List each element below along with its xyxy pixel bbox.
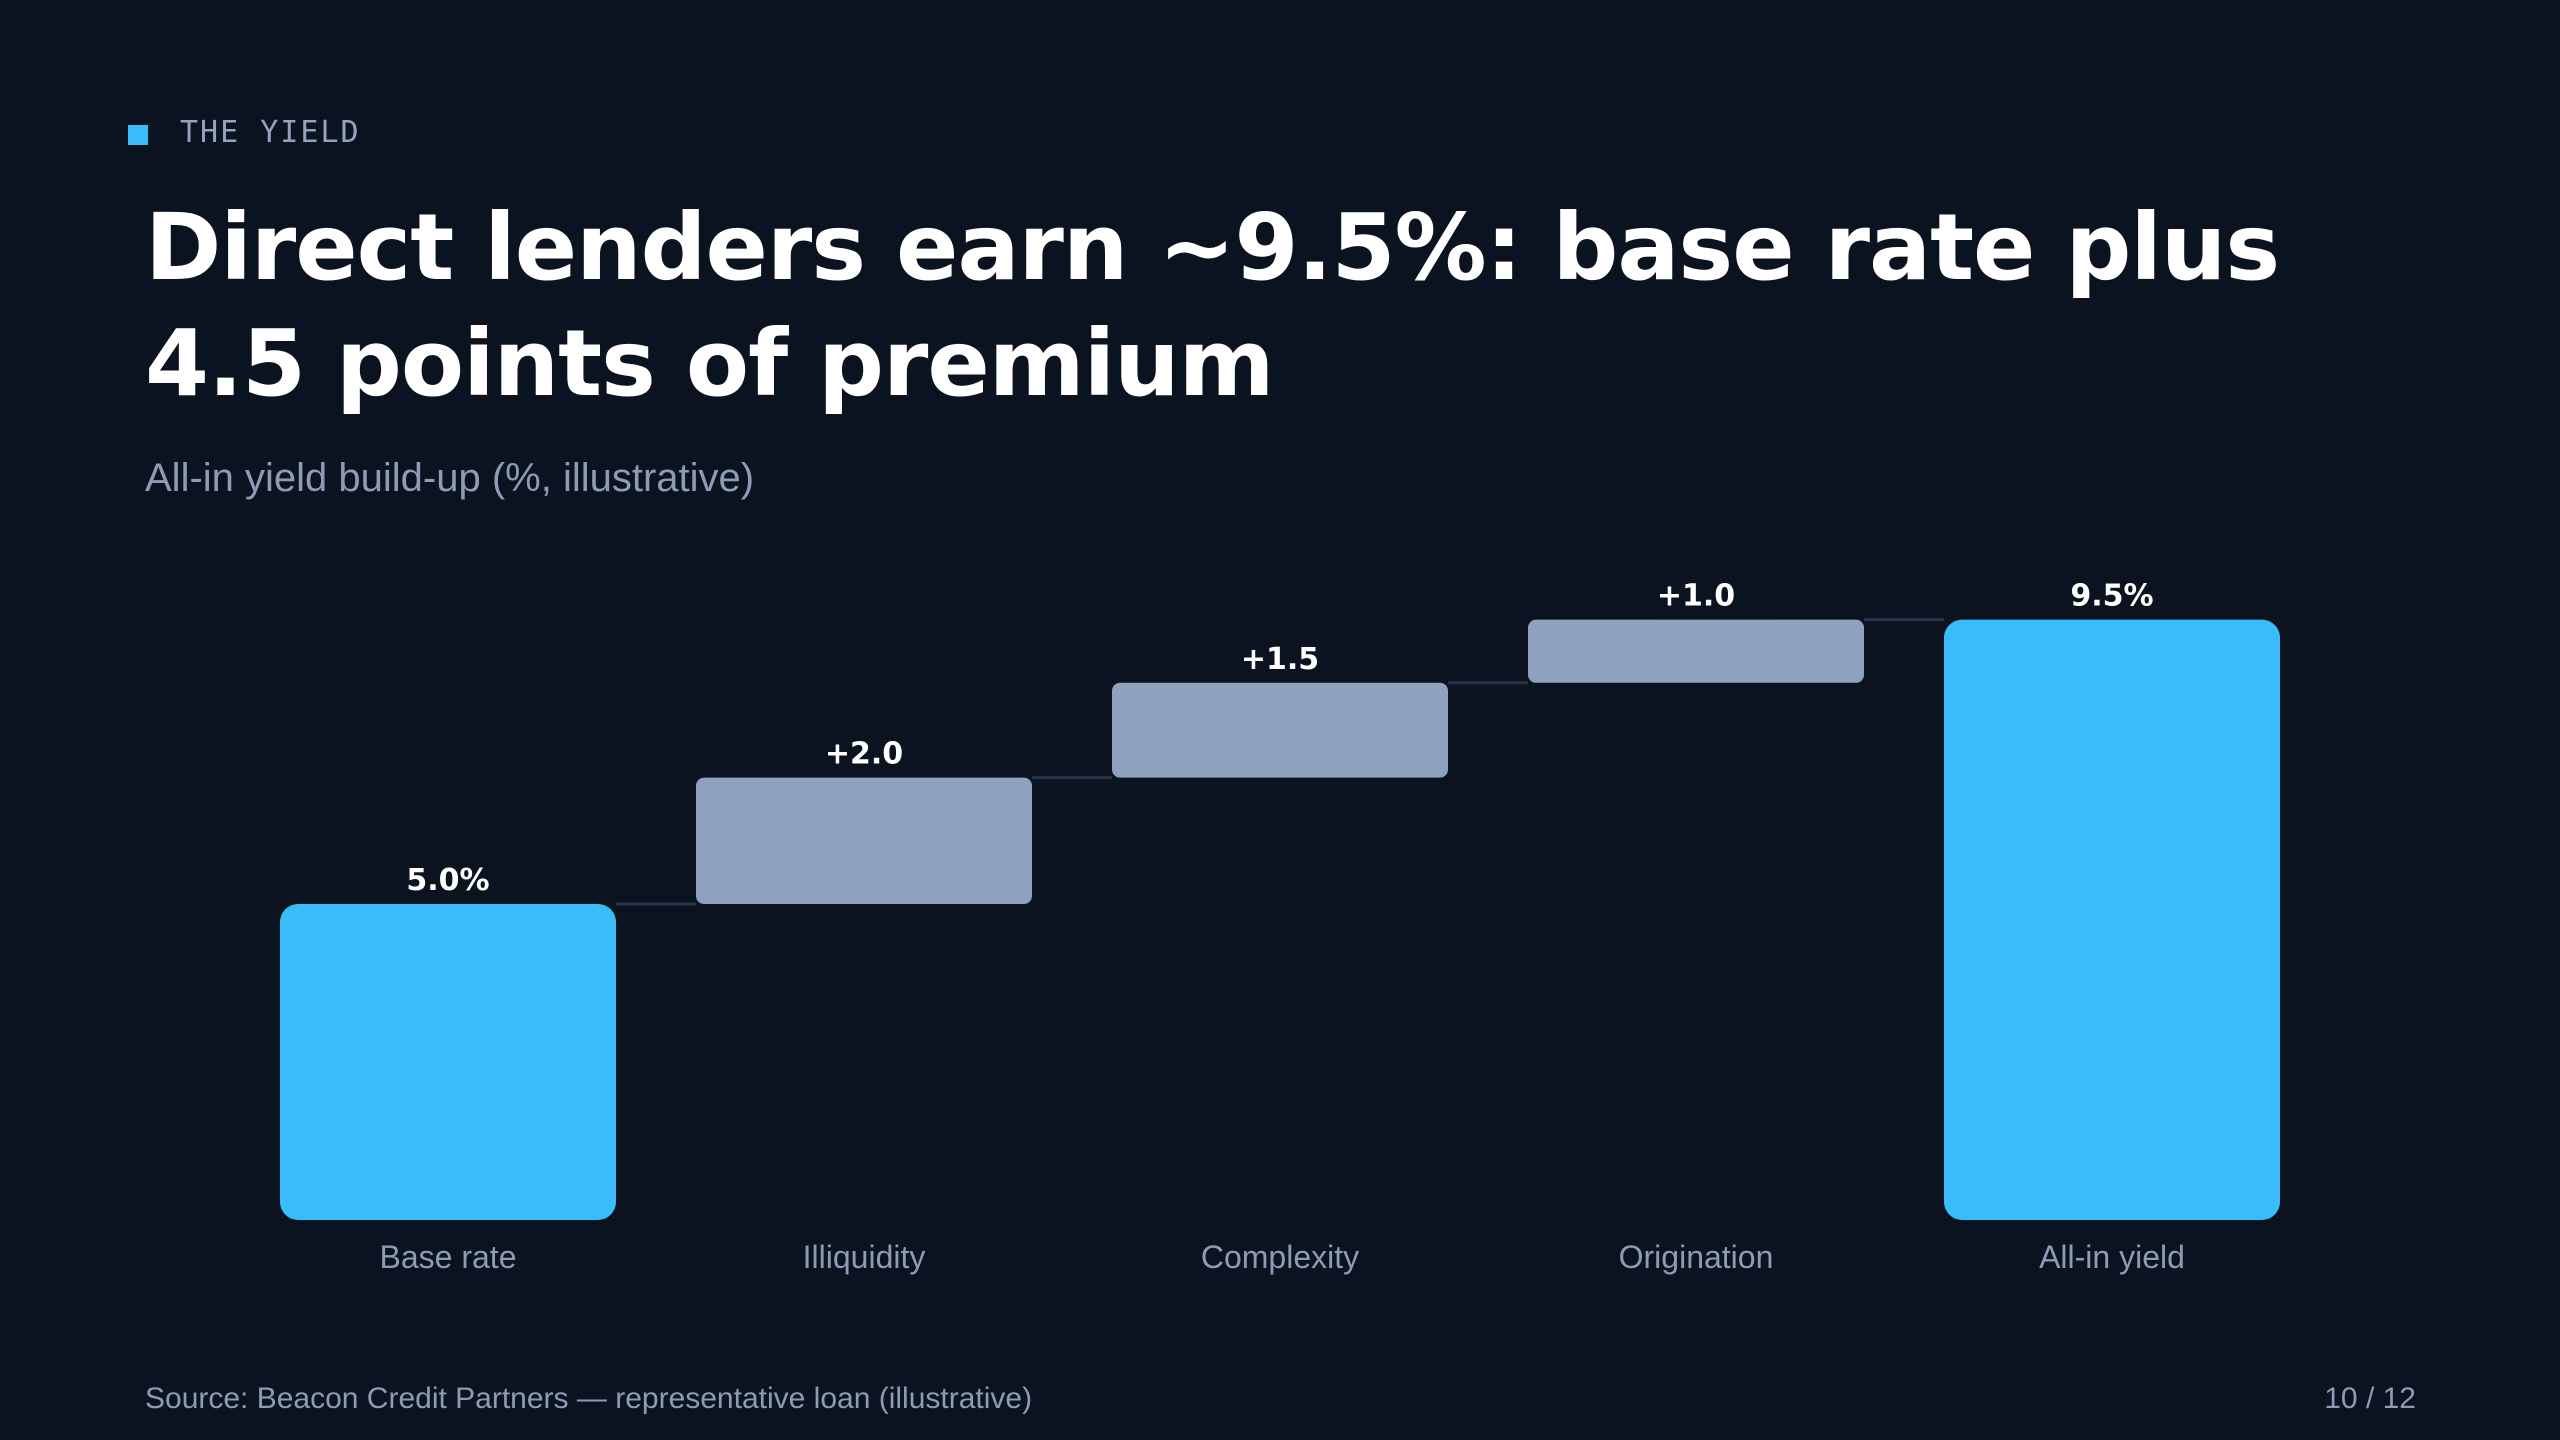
chart-subtitle: All-in yield build-up (%, illustrative): [145, 456, 755, 500]
category-label: Complexity: [1201, 1239, 1359, 1275]
category-label: Base rate: [380, 1239, 517, 1275]
bar-illiquidity: [696, 777, 1032, 904]
data-label: 5.0%: [406, 863, 489, 898]
bar-all-in-yield: [1944, 619, 2280, 1220]
data-label: +1.5: [1241, 642, 1319, 677]
data-label: +2.0: [825, 737, 903, 772]
eyebrow-label: THE YIELD: [180, 114, 361, 150]
category-label: Origination: [1619, 1239, 1774, 1275]
eyebrow-square-icon: [128, 125, 148, 145]
eyebrow: THE YIELD: [128, 112, 361, 152]
data-label: +1.0: [1657, 579, 1735, 614]
bar-base-rate: [280, 904, 616, 1220]
slide-title: Direct lenders earn ~9.5%: base rate plu…: [145, 194, 2280, 417]
data-label: 9.5%: [2070, 579, 2153, 614]
page-number: 10 / 12: [2324, 1382, 2416, 1415]
category-label: All-in yield: [2039, 1239, 2185, 1275]
source-note: Source: Beacon Credit Partners — represe…: [145, 1382, 1033, 1415]
category-label: Illiquidity: [803, 1239, 926, 1275]
bar-origination: [1528, 619, 1864, 683]
bar-complexity: [1112, 682, 1448, 778]
